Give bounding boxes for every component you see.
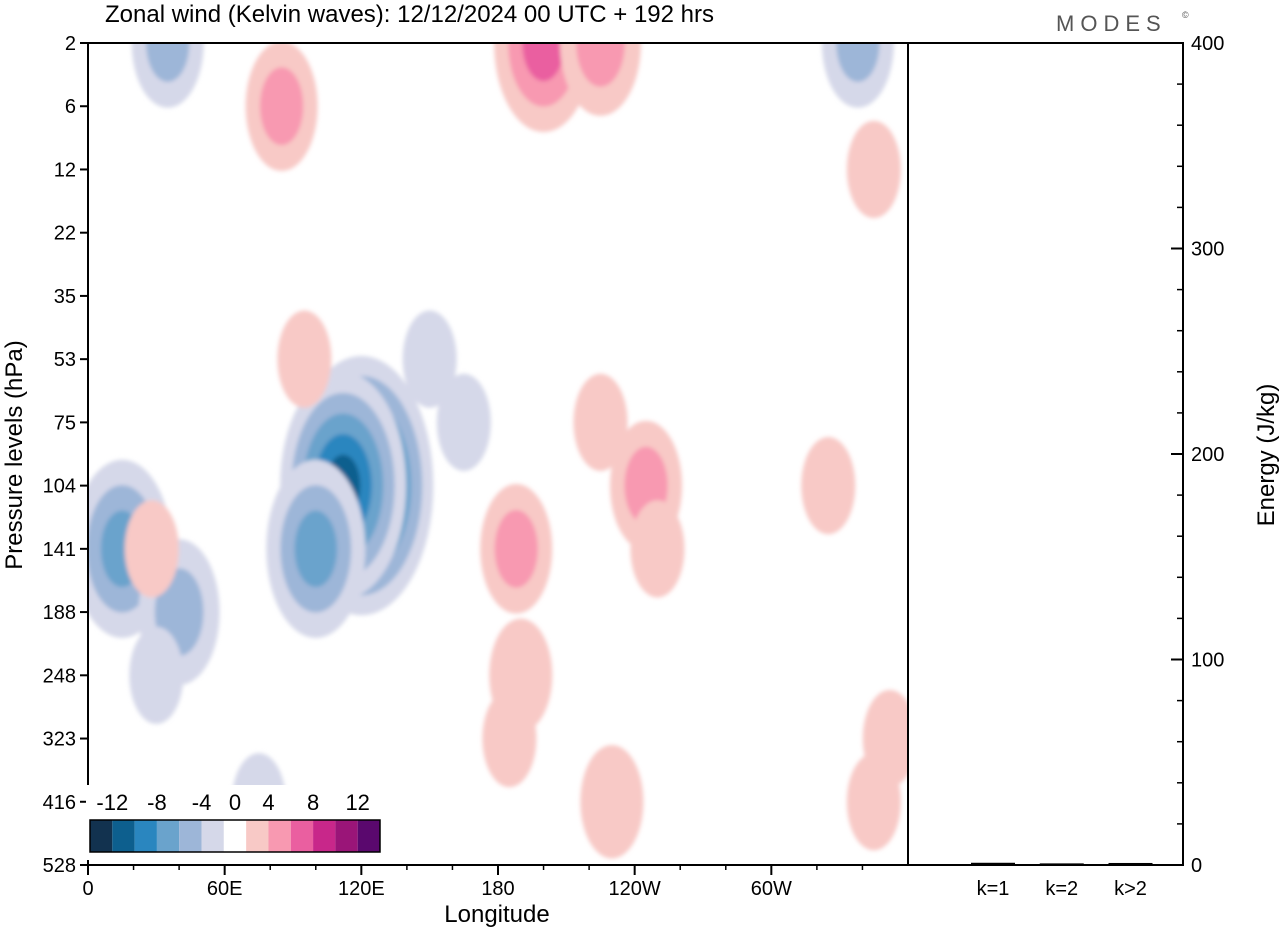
y-tick-label: 188 xyxy=(43,602,76,624)
colorbar-swatch xyxy=(179,820,202,852)
colorbar-swatch xyxy=(357,820,380,852)
chart-title: Zonal wind (Kelvin waves): 12/12/2024 00… xyxy=(105,1,714,28)
colorbar-tick-label: -12 xyxy=(96,790,128,815)
brand-text: MODES xyxy=(1056,11,1167,36)
energy-y-axis: 0 100 200 300 400 xyxy=(1171,33,1224,877)
anomaly-cell xyxy=(402,310,457,408)
brand-mark: © xyxy=(1182,10,1189,20)
x-tick-label: 60W xyxy=(751,878,792,900)
anomaly-cell xyxy=(294,510,337,588)
wind-anomaly-field xyxy=(88,43,908,859)
anomaly-cell xyxy=(494,509,538,588)
x-tick-label: 60E xyxy=(207,878,243,900)
x-tick-label: 120E xyxy=(338,878,385,900)
anomaly-cell xyxy=(801,437,856,535)
anomaly-cell xyxy=(129,626,184,724)
y-tick-label: 22 xyxy=(54,223,76,245)
colorbar-tick-label: -4 xyxy=(192,790,212,815)
colorbar-swatch xyxy=(268,820,291,852)
y-tick-label: 323 xyxy=(43,729,76,751)
colorbar-swatch xyxy=(335,820,358,852)
energy-tick-label: 100 xyxy=(1191,650,1224,672)
x-tick-label: 180 xyxy=(481,878,514,900)
y-tick-label: 12 xyxy=(54,159,76,181)
colorbar-swatch xyxy=(134,820,157,852)
anomaly-cell xyxy=(846,120,901,219)
y-tick-label: 2 xyxy=(65,33,76,55)
modes-logo: MODES © xyxy=(1056,10,1189,36)
y-tick-label: 53 xyxy=(54,349,76,371)
energy-tick-label: 300 xyxy=(1191,239,1224,261)
y-tick-label: 416 xyxy=(43,792,76,814)
y-tick-label: 6 xyxy=(65,96,76,118)
colorbar-tick-label: 4 xyxy=(262,790,274,815)
energy-tick-label: 400 xyxy=(1191,33,1224,55)
anomaly-cell xyxy=(260,67,304,146)
colorbar-tick-label: 0 xyxy=(229,790,241,815)
anomaly-cell xyxy=(836,43,880,82)
energy-panel: 0 100 200 300 400 k=1 k=2 k>2 Energy (J/kg) xyxy=(907,33,1280,900)
anomaly-cell xyxy=(277,310,332,408)
x-axis: 0 60E 120E 180 120W 60W xyxy=(82,865,864,900)
energy-x-axis: k=1 k=2 k>2 xyxy=(977,878,1147,900)
colorbar-legend: -12 -8 -4 0 4 8 12 xyxy=(86,785,384,860)
energy-tick-label: 200 xyxy=(1191,444,1224,466)
energy-bars xyxy=(971,862,1153,865)
x-axis-label: Longitude xyxy=(444,901,549,928)
anomaly-cell xyxy=(576,43,625,87)
colorbar-tick-label: 12 xyxy=(345,790,369,815)
anomaly-cell xyxy=(573,373,628,471)
energy-category-label: k=2 xyxy=(1045,878,1078,900)
anomaly-cell xyxy=(580,745,644,859)
colorbar-swatch xyxy=(90,820,113,852)
energy-bar xyxy=(1108,862,1153,865)
colorbar-swatch xyxy=(313,820,336,852)
anomaly-cell xyxy=(630,500,685,598)
energy-axis-label: Energy (J/kg) xyxy=(1253,384,1280,527)
anomaly-cell xyxy=(522,43,565,82)
colorbar-tick-label: -8 xyxy=(147,790,167,815)
y-tick-label: 75 xyxy=(54,412,76,434)
colorbar-tick-label: 8 xyxy=(307,790,319,815)
y-tick-label: 35 xyxy=(54,286,76,308)
colorbar-swatch xyxy=(246,820,269,852)
y-axis-label: Pressure levels (hPa) xyxy=(1,340,28,569)
anomaly-cell xyxy=(146,43,190,82)
colorbar-swatch xyxy=(290,820,314,852)
anomaly-cell xyxy=(124,500,179,598)
anomaly-cell xyxy=(482,689,537,788)
energy-frame xyxy=(907,42,1184,866)
colorbar-swatch xyxy=(112,820,135,852)
energy-tick-label: 0 xyxy=(1191,855,1202,877)
colorbar-swatch xyxy=(223,820,247,852)
y-tick-label: 528 xyxy=(43,855,76,877)
y-axis: 2 6 12 22 35 53 75 104 141 188 248 323 416 528 xyxy=(43,33,88,877)
y-tick-label: 141 xyxy=(43,539,76,561)
main-plot-area xyxy=(87,42,909,866)
energy-category-label: k>2 xyxy=(1114,878,1147,900)
colorbar-swatch xyxy=(201,820,224,852)
energy-bar xyxy=(971,862,1015,865)
y-tick-label: 248 xyxy=(43,665,76,687)
energy-bar xyxy=(1039,863,1084,865)
anomaly-cell xyxy=(436,373,491,471)
x-tick-label: 120W xyxy=(609,878,661,900)
anomaly-cell xyxy=(846,753,901,851)
colorbar-frame xyxy=(89,819,381,853)
energy-category-label: k=1 xyxy=(977,878,1010,900)
colorbar-swatch xyxy=(156,820,180,852)
y-tick-label: 104 xyxy=(43,476,76,498)
x-tick-label: 0 xyxy=(82,878,93,900)
